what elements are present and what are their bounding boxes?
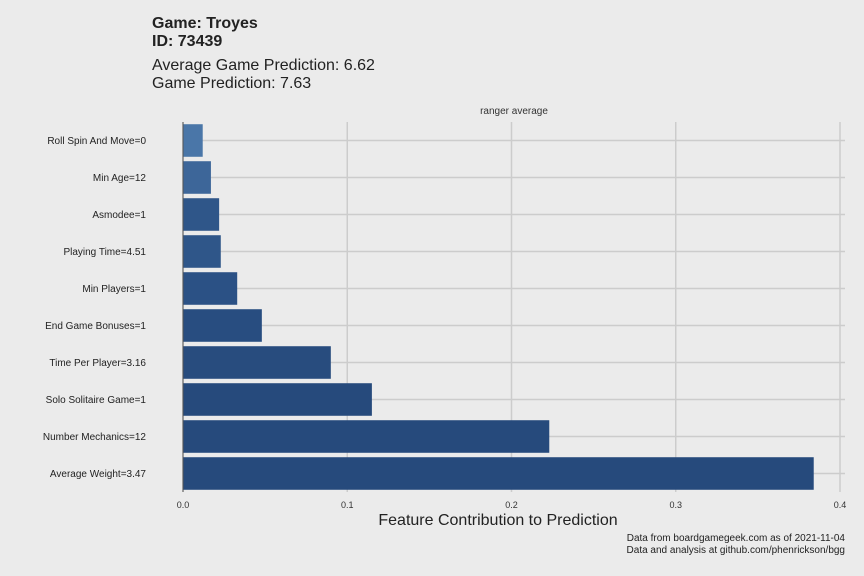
y-tick-label-9: Average Weight=3.47	[50, 469, 147, 480]
game-prediction: Game Prediction: 7.63	[152, 75, 312, 92]
average-prediction: Average Game Prediction: 6.62	[152, 57, 375, 74]
x-tick-label-2: 0.2	[505, 500, 518, 510]
bar-5	[183, 309, 262, 342]
facet-label: ranger average	[480, 106, 548, 117]
bar-8	[183, 420, 550, 453]
bar-1	[183, 161, 211, 194]
caption-source: Data from boardgamegeek.com as of 2021-1…	[626, 533, 845, 544]
y-tick-label-2: Asmodee=1	[92, 210, 146, 221]
caption-repo: Data and analysis at github.com/phenrick…	[626, 545, 845, 556]
bar-0	[183, 124, 203, 157]
y-tick-label-5: End Game Bonuses=1	[45, 321, 146, 332]
x-axis-title: Feature Contribution to Prediction	[378, 512, 617, 529]
x-tick-label-1: 0.1	[341, 500, 354, 510]
bar-9	[183, 457, 814, 490]
bar-2	[183, 198, 220, 231]
x-tick-label-0: 0.0	[177, 500, 190, 510]
x-tick-label-3: 0.3	[669, 500, 682, 510]
bar-3	[183, 235, 221, 268]
y-tick-label-4: Min Players=1	[82, 284, 146, 295]
bar-7	[183, 383, 372, 416]
bar-6	[183, 346, 331, 379]
y-tick-label-7: Solo Solitaire Game=1	[46, 395, 147, 406]
y-tick-label-1: Min Age=12	[93, 173, 147, 184]
y-tick-label-8: Number Mechanics=12	[43, 432, 147, 443]
y-tick-label-6: Time Per Player=3.16	[49, 358, 146, 369]
y-tick-label-3: Playing Time=4.51	[63, 247, 146, 258]
y-tick-label-0: Roll Spin And Move=0	[47, 136, 146, 147]
game-id: ID: 73439	[152, 33, 223, 50]
chart-title-block: Game: Troyes ID: 73439 Average Game Pred…	[152, 15, 375, 93]
x-tick-label-4: 0.4	[834, 500, 847, 510]
bar-4	[183, 272, 238, 305]
game-title: Game: Troyes	[152, 15, 258, 32]
caption: Data from boardgamegeek.com as of 2021-1…	[627, 533, 845, 557]
